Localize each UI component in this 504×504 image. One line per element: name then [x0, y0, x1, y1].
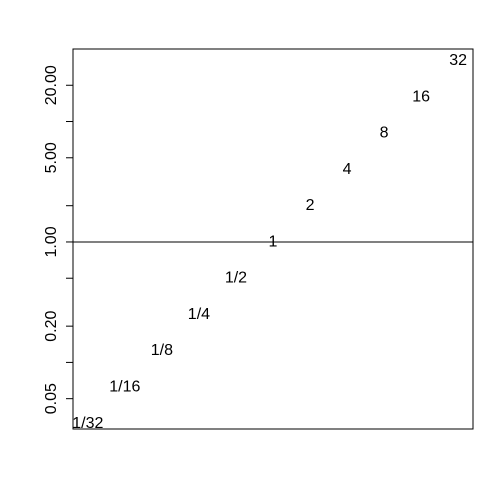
y-tick-label: 0.20: [43, 310, 60, 341]
y-axis: 0.05 0.20 1.00 5.00 20.00: [43, 65, 73, 414]
point-label: 4: [343, 161, 352, 178]
y-tick-label: 1.00: [43, 226, 60, 257]
point-label: 16: [412, 88, 430, 105]
y-tick-label: 20.00: [43, 65, 60, 105]
point-label: 2: [306, 197, 315, 214]
point-label: 32: [449, 52, 467, 69]
point-label: 1/16: [109, 378, 140, 395]
point-label: 1/4: [188, 306, 210, 323]
y-tick-label: 5.00: [43, 142, 60, 173]
point-label: 8: [380, 125, 389, 142]
point-label: 1/8: [151, 342, 173, 359]
point-label: 1/2: [225, 270, 247, 287]
y-tick-label: 0.05: [43, 383, 60, 414]
